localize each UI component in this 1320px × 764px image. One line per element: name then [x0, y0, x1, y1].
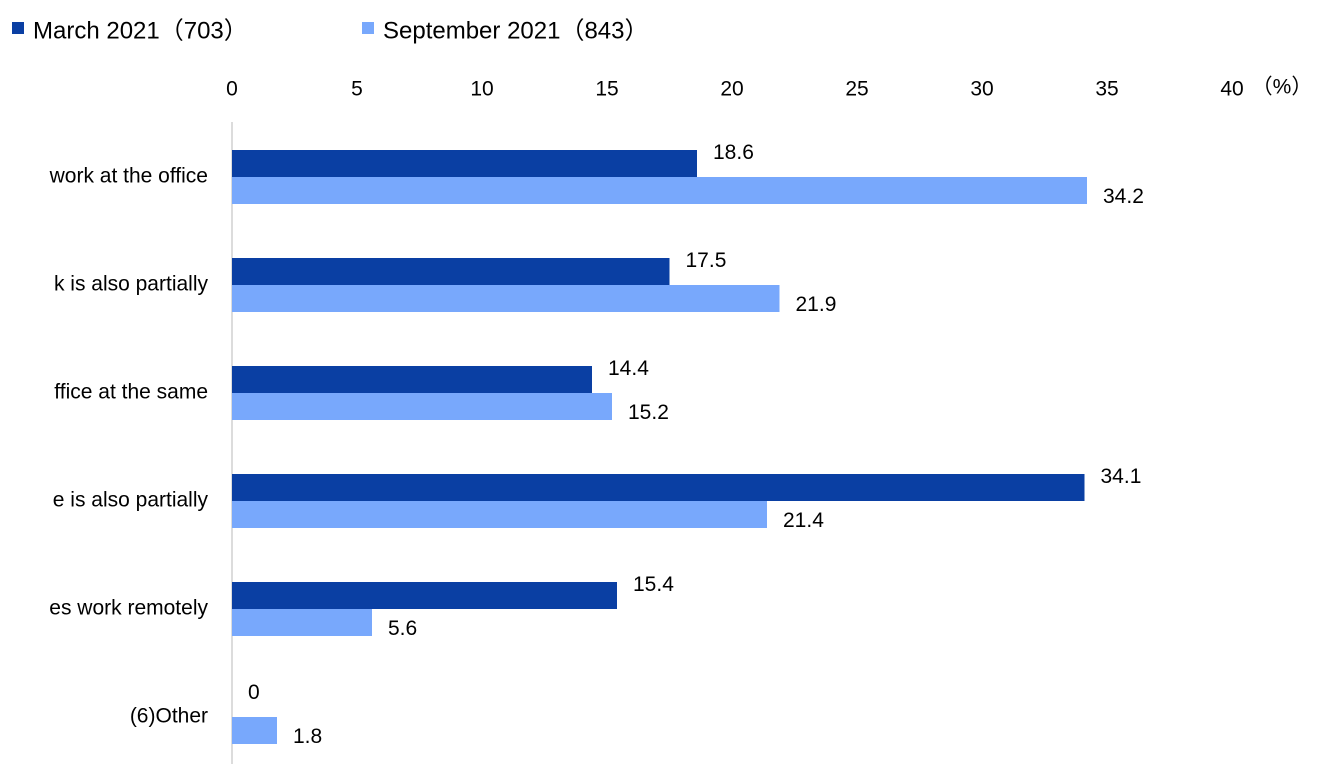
legend-swatch [12, 22, 24, 34]
bar [232, 258, 670, 285]
x-tick-label: 10 [470, 78, 493, 101]
bar [232, 285, 780, 312]
value-label: 5.6 [388, 617, 417, 640]
category-label: work at the office [49, 165, 208, 188]
value-label: 0 [248, 681, 260, 704]
x-tick-label: 0 [226, 78, 238, 101]
category-label: es work remotely [49, 597, 208, 620]
value-label: 21.4 [783, 509, 824, 532]
x-tick-label: 35 [1095, 78, 1118, 101]
x-tick-label: 40 [1220, 78, 1243, 101]
x-tick-label: 20 [720, 78, 743, 101]
category-label: e is also partially [53, 489, 209, 512]
value-label: 18.6 [713, 141, 754, 164]
x-tick-label: 15 [595, 78, 618, 101]
x-tick-label: 5 [351, 78, 363, 101]
value-label: 15.2 [628, 401, 669, 424]
legend-label: March 2021（703） [33, 17, 248, 44]
x-tick-label: 25 [845, 78, 868, 101]
value-label: 21.9 [796, 293, 837, 316]
value-label: 34.1 [1101, 465, 1142, 488]
category-label: (6)Other [130, 705, 208, 728]
value-label: 17.5 [686, 249, 727, 272]
value-label: 14.4 [608, 357, 649, 380]
category-label: k is also partially [54, 273, 209, 296]
category-label: ffice at the same [54, 381, 208, 404]
bar [232, 582, 617, 609]
x-axis-label: （%） [1252, 76, 1313, 99]
value-label: 15.4 [633, 573, 674, 596]
bar [232, 501, 767, 528]
value-label: 34.2 [1103, 185, 1144, 208]
value-label: 1.8 [293, 725, 322, 748]
bar [232, 609, 372, 636]
bar [232, 474, 1085, 501]
legend-label: September 2021（843） [383, 17, 649, 44]
bar [232, 393, 612, 420]
bar [232, 717, 277, 744]
x-tick-label: 30 [970, 78, 993, 101]
bar [232, 150, 697, 177]
bar [232, 366, 592, 393]
bar [232, 177, 1087, 204]
legend-swatch [362, 22, 374, 34]
